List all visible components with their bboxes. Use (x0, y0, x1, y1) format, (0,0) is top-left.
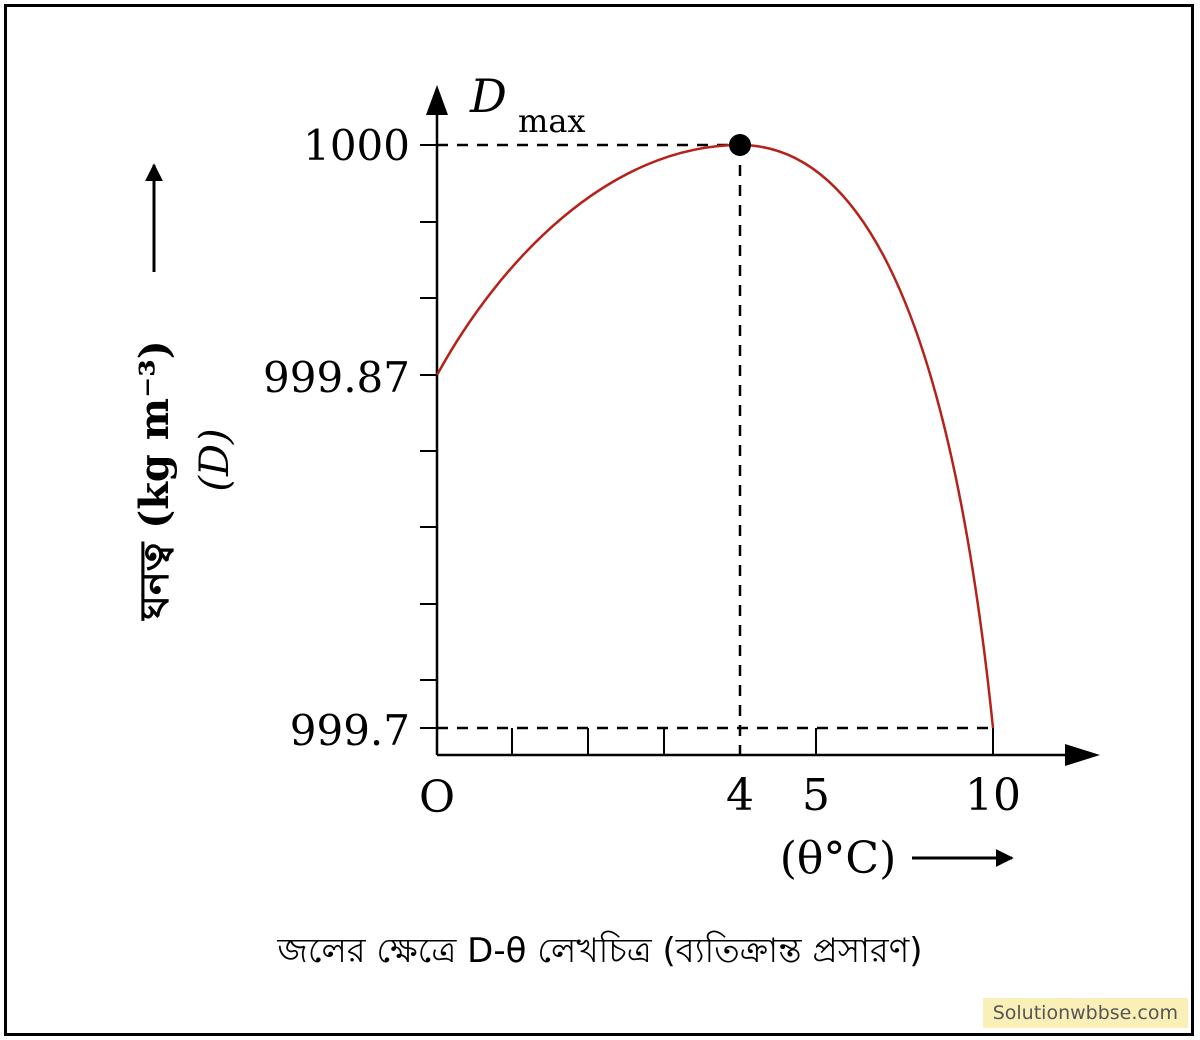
y-minor-ticks (420, 144, 437, 729)
y-tick-999-7: 999.7 (290, 706, 410, 755)
figure-frame (4, 4, 1194, 1036)
figure-caption: জলের ক্ষেত্রে D-θ লেখচিত্র (ব্যতিক্রান্ত… (277, 931, 923, 971)
x-tick-4: 4 (726, 770, 754, 821)
x-tick-origin: O (419, 772, 455, 823)
x-axis-arrow (1065, 744, 1100, 766)
density-curve (435, 143, 995, 729)
x-minor-ticks (511, 728, 994, 755)
x-tick-10: 10 (965, 770, 1021, 821)
x-axis-label: (θ°C) (780, 833, 897, 884)
x-tick-5: 5 (802, 770, 830, 821)
y-axis-sublabel: (D) (192, 428, 238, 491)
y-axis-label-sub-group: (D) (192, 428, 238, 491)
watermark[interactable]: Solutionwbbse.com (982, 998, 1188, 1028)
peak-label-subscript: max (518, 102, 585, 140)
y-axis-label: ঘনত্ব (kg m⁻³) (131, 340, 178, 621)
peak-label: D (469, 69, 507, 123)
y-tick-999-87: 999.87 (263, 353, 410, 402)
y-tick-1000: 1000 (303, 121, 410, 170)
y-axis-label-group: ঘনত্ব (kg m⁻³) (131, 340, 178, 621)
y-axis-arrow (426, 85, 448, 115)
max-point (729, 134, 751, 156)
